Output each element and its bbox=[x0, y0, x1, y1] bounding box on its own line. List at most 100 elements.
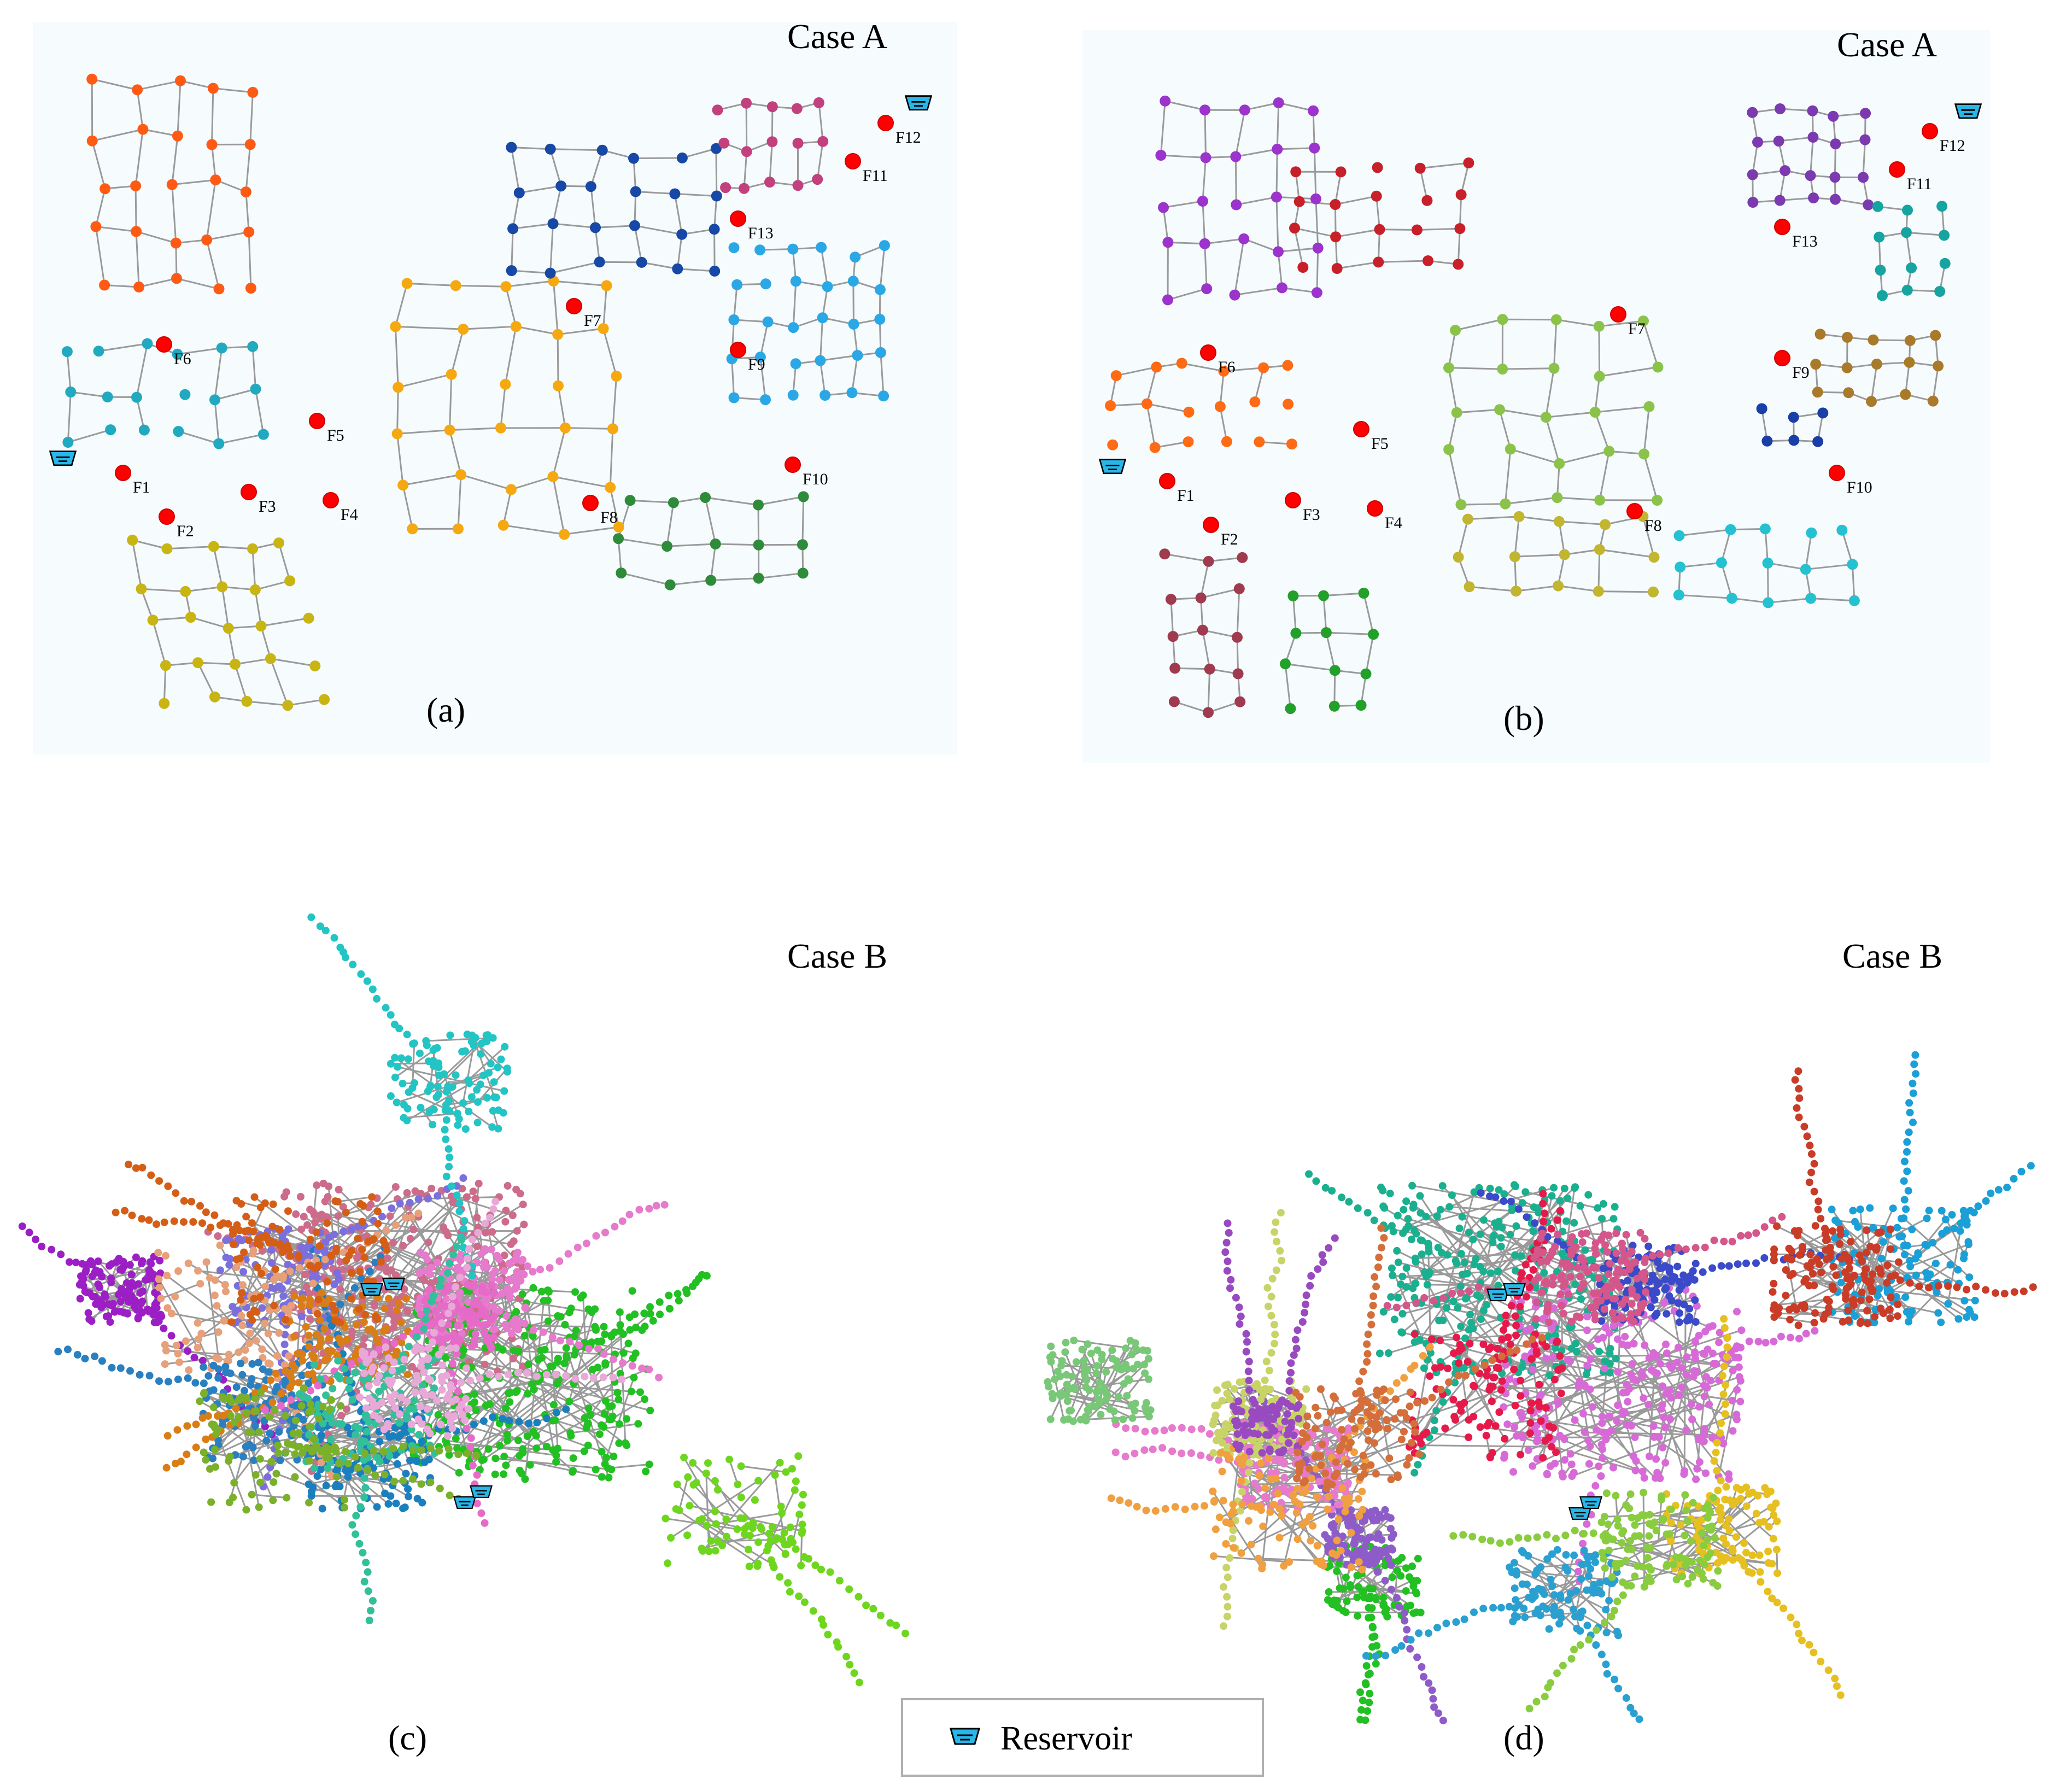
network-pipe bbox=[1285, 663, 1335, 671]
network-node bbox=[397, 1319, 405, 1327]
network-node bbox=[214, 1412, 221, 1420]
fault-node-icon bbox=[785, 457, 801, 473]
network-node bbox=[297, 1402, 306, 1410]
network-node bbox=[365, 1617, 373, 1624]
network-node bbox=[1318, 590, 1329, 601]
network-pipe bbox=[449, 374, 453, 430]
network-node bbox=[1550, 314, 1562, 325]
network-pipe bbox=[251, 346, 257, 389]
network-node bbox=[1643, 401, 1655, 412]
network-node bbox=[202, 1435, 210, 1443]
network-node bbox=[236, 1226, 243, 1234]
fault-label: F8 bbox=[600, 508, 618, 526]
network-node bbox=[797, 567, 809, 579]
network-node bbox=[248, 1360, 256, 1368]
network-node bbox=[297, 1295, 305, 1303]
network-node bbox=[401, 278, 413, 289]
network-node bbox=[417, 1480, 425, 1488]
network-node bbox=[295, 1429, 303, 1437]
network-node bbox=[635, 1205, 643, 1214]
network-pipe bbox=[713, 196, 718, 230]
network-node bbox=[1433, 1212, 1441, 1220]
network-node bbox=[468, 1236, 476, 1244]
network-node bbox=[502, 1312, 511, 1320]
network-node bbox=[1589, 407, 1601, 418]
network-pipe bbox=[552, 185, 562, 224]
network-node bbox=[1280, 658, 1291, 670]
network-node bbox=[248, 1490, 256, 1499]
network-node bbox=[469, 1283, 477, 1291]
network-pipe bbox=[1202, 157, 1207, 202]
network-pipe bbox=[254, 589, 262, 627]
network-node bbox=[309, 1435, 318, 1443]
network-node bbox=[1423, 255, 1433, 266]
network-node bbox=[746, 1531, 754, 1540]
network-node bbox=[1368, 629, 1379, 640]
network-node bbox=[247, 341, 259, 352]
network-pipe bbox=[1599, 548, 1654, 558]
fault-node-icon bbox=[730, 342, 746, 358]
network-pipe bbox=[760, 248, 793, 251]
network-node bbox=[107, 1278, 115, 1286]
network-node bbox=[54, 1348, 62, 1356]
network-node bbox=[469, 1461, 477, 1470]
network-node bbox=[778, 1509, 786, 1517]
network-pipe bbox=[1594, 376, 1601, 413]
network-node bbox=[373, 1207, 382, 1215]
network-node bbox=[382, 1004, 390, 1012]
network-node bbox=[335, 1420, 343, 1428]
network-node bbox=[1774, 195, 1786, 206]
network-pipe bbox=[1448, 330, 1456, 368]
network-node bbox=[1389, 1271, 1397, 1279]
reservoir-icon bbox=[1954, 103, 1982, 119]
network-node bbox=[1902, 204, 1913, 216]
network-node bbox=[1540, 412, 1552, 423]
network-node bbox=[258, 1345, 266, 1353]
network-pipe bbox=[511, 229, 514, 271]
network-node bbox=[306, 1423, 314, 1431]
network-node bbox=[447, 1384, 455, 1392]
network-node bbox=[162, 1464, 171, 1472]
network-node bbox=[160, 1324, 168, 1332]
network-node bbox=[364, 1587, 372, 1595]
fault-label: F13 bbox=[748, 224, 774, 242]
network-node bbox=[461, 1417, 469, 1425]
network-node bbox=[834, 1643, 842, 1651]
network-node bbox=[448, 1083, 456, 1091]
network-node bbox=[226, 1255, 234, 1263]
network-node bbox=[309, 660, 321, 672]
network-node bbox=[411, 1187, 419, 1195]
network-node bbox=[161, 1341, 169, 1349]
network-node bbox=[247, 543, 258, 554]
network-node bbox=[640, 1309, 648, 1318]
network-pipe bbox=[767, 1489, 796, 1547]
network-node bbox=[502, 1461, 510, 1470]
network-pipe bbox=[66, 351, 72, 393]
network-node bbox=[171, 1292, 179, 1301]
network-node bbox=[784, 1540, 792, 1548]
network-node bbox=[365, 1355, 373, 1363]
network-node bbox=[470, 1390, 478, 1398]
fault-label: F7 bbox=[584, 312, 601, 330]
network-node bbox=[1297, 262, 1309, 273]
network-node bbox=[594, 256, 605, 268]
network-pipe bbox=[222, 586, 255, 591]
network-node bbox=[1842, 332, 1853, 343]
network-node bbox=[1904, 335, 1916, 346]
network-node bbox=[323, 1278, 331, 1286]
network-node bbox=[500, 1087, 508, 1095]
network-node bbox=[454, 1388, 462, 1396]
network-node bbox=[387, 1011, 395, 1019]
network-node bbox=[575, 1341, 583, 1349]
network-node bbox=[84, 1309, 92, 1317]
network-node bbox=[1203, 555, 1214, 567]
network-node bbox=[1875, 265, 1886, 276]
network-node bbox=[1443, 444, 1455, 455]
network-node bbox=[157, 1295, 165, 1303]
network-node bbox=[345, 1251, 353, 1260]
network-pipe bbox=[502, 489, 512, 525]
network-node bbox=[582, 1424, 590, 1432]
network-node bbox=[336, 944, 344, 952]
network-node bbox=[1581, 1246, 1589, 1254]
network-node bbox=[855, 1678, 863, 1687]
